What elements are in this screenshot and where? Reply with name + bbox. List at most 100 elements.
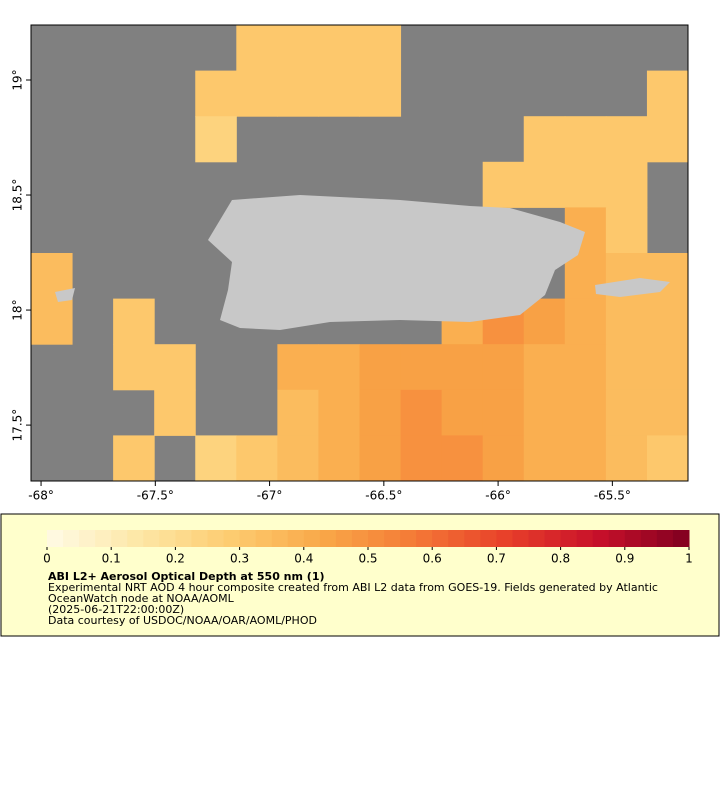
colorbar-tick-label: 0 [43, 552, 51, 566]
aod-cell [482, 344, 525, 391]
aod-cell [523, 344, 566, 391]
colorbar-tick-label: 0.2 [166, 552, 185, 566]
land-mona [55, 288, 75, 302]
colorbar-tick-label: 0.4 [294, 552, 313, 566]
colorbar-segment [464, 530, 481, 547]
colorbar-tick-label: 1 [685, 552, 693, 566]
colorbar-segment [351, 530, 369, 547]
aod-cell [605, 344, 648, 391]
colorbar-segment [239, 530, 257, 547]
aod-cell [318, 70, 360, 117]
colorbar-segment [640, 530, 658, 547]
colorbar-segment [191, 530, 208, 547]
colorbar-segment [303, 530, 321, 547]
aod-cell [605, 116, 648, 163]
aod-cell [605, 207, 648, 254]
aod-cell [564, 435, 607, 482]
aod-cell [605, 298, 648, 345]
aod-cell [482, 435, 525, 482]
colorbar-segment [95, 530, 112, 547]
colorbar-segment [159, 530, 176, 547]
aod-cell [277, 389, 319, 436]
colorbar-segment [432, 530, 449, 547]
x-tick-label: -67.5° [137, 489, 174, 503]
aod-cell [400, 435, 443, 482]
colorbar-tick-label: 0.3 [230, 552, 249, 566]
aod-cell [523, 116, 566, 163]
aod-cell [564, 116, 607, 163]
colorbar-segment [544, 530, 562, 547]
aod-cell [400, 389, 443, 436]
y-tick-label: 17.5° [11, 409, 25, 442]
colorbar-segment [400, 530, 417, 547]
colorbar-segment [448, 530, 465, 547]
aod-cell [564, 298, 607, 345]
y-tick-label: 18.5° [11, 179, 25, 212]
aod-cell [646, 344, 689, 391]
colorbar-segment [560, 530, 578, 547]
x-tick-label: -66.5° [365, 489, 402, 503]
aod-cell [113, 344, 155, 391]
colorbar-segment [656, 530, 674, 547]
colorbar-segment [79, 530, 96, 547]
colorbar-segment [319, 530, 337, 547]
aod-cell [523, 389, 566, 436]
aod-cell [400, 344, 443, 391]
colorbar-segment [384, 530, 401, 547]
aod-cell [195, 116, 237, 163]
aod-cell [441, 344, 484, 391]
colorbar-segment [223, 530, 241, 547]
aod-cell [359, 344, 402, 391]
colorbar-segment [512, 530, 529, 547]
colorbar-segment [63, 530, 80, 547]
x-tick-label: -67° [257, 489, 283, 503]
legend-title: ABI L2+ Aerosol Optical Depth at 550 nm … [48, 570, 325, 583]
y-tick-label: 18° [11, 299, 25, 320]
aod-cell [605, 161, 648, 208]
colorbar-segment [207, 530, 225, 547]
aod-cell [31, 298, 73, 345]
aod-cell [318, 389, 360, 436]
aod-cell [195, 435, 237, 482]
x-tick-label: -65.5° [594, 489, 631, 503]
aod-cell [277, 344, 319, 391]
colorbar-segment [271, 530, 289, 547]
colorbar-segment [576, 530, 594, 547]
colorbar-segment [287, 530, 305, 547]
aod-cell [318, 435, 360, 482]
aod-cell [564, 161, 607, 208]
colorbar-segment [111, 530, 128, 547]
aod-cell [154, 389, 196, 436]
colorbar-segment [255, 530, 273, 547]
aod-cell [646, 435, 689, 482]
colorbar-tick-label: 0.6 [423, 552, 442, 566]
colorbar-segment [608, 530, 626, 547]
colorbar-tick-label: 0.1 [102, 552, 121, 566]
aod-cell [359, 70, 402, 117]
aod-cell [195, 70, 237, 117]
legend-line: Experimental NRT AOD 4 hour composite cr… [48, 581, 658, 594]
colorbar-segment [127, 530, 144, 547]
colorbar-segment [624, 530, 642, 547]
aod-cell [523, 435, 566, 482]
aod-cell [113, 435, 155, 482]
aod-cell [277, 25, 319, 72]
colorbar-segment [47, 530, 64, 547]
aod-cell [646, 298, 689, 345]
colorbar-segment [496, 530, 513, 547]
colorbar-tick-label: 0.9 [615, 552, 634, 566]
land-puerto-rico [208, 195, 585, 330]
aod-cell [154, 344, 196, 391]
colorbar-segment [175, 530, 192, 547]
aod-cell [318, 25, 360, 72]
aod-cell [113, 298, 155, 345]
aod-cell [605, 389, 648, 436]
colorbar-segment [368, 530, 385, 547]
colorbar-tick-label: 0.8 [551, 552, 570, 566]
aod-cell [646, 389, 689, 436]
aod-cell [646, 116, 689, 163]
x-tick-label: -66° [485, 489, 511, 503]
y-tick-label: 19° [11, 69, 25, 90]
